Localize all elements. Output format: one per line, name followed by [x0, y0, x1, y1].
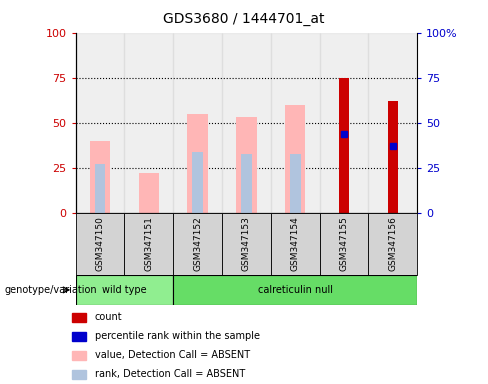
Bar — [187, 114, 208, 213]
Bar — [285, 105, 305, 213]
Text: GDS3680 / 1444701_at: GDS3680 / 1444701_at — [163, 12, 325, 25]
Text: GSM347156: GSM347156 — [388, 217, 397, 271]
Bar — [72, 313, 86, 322]
Text: genotype/variation: genotype/variation — [5, 285, 98, 295]
Bar — [320, 33, 368, 213]
Bar — [173, 275, 417, 305]
Bar — [368, 213, 417, 275]
Text: GSM347150: GSM347150 — [96, 217, 104, 271]
Text: GSM347153: GSM347153 — [242, 217, 251, 271]
Bar — [236, 118, 257, 213]
Bar — [90, 141, 110, 213]
Bar — [76, 213, 124, 275]
Text: value, Detection Call = ABSENT: value, Detection Call = ABSENT — [95, 350, 250, 360]
Text: GSM347154: GSM347154 — [291, 217, 300, 271]
Text: GSM347152: GSM347152 — [193, 217, 202, 271]
Bar — [76, 33, 124, 213]
Bar — [139, 174, 159, 213]
Bar — [222, 33, 271, 213]
Bar — [173, 213, 222, 275]
Bar — [72, 351, 86, 360]
Bar — [290, 154, 301, 213]
Text: wild type: wild type — [102, 285, 147, 295]
Text: GSM347155: GSM347155 — [340, 217, 348, 271]
Bar — [388, 101, 398, 213]
Bar — [95, 164, 105, 213]
Text: calreticulin null: calreticulin null — [258, 285, 333, 295]
Text: percentile rank within the sample: percentile rank within the sample — [95, 331, 260, 341]
Text: GSM347151: GSM347151 — [144, 217, 153, 271]
Text: rank, Detection Call = ABSENT: rank, Detection Call = ABSENT — [95, 369, 245, 379]
Text: count: count — [95, 313, 122, 323]
Bar — [124, 33, 173, 213]
Bar — [124, 213, 173, 275]
Bar — [241, 154, 252, 213]
Bar — [173, 33, 222, 213]
Bar — [339, 78, 349, 213]
Bar — [320, 213, 368, 275]
Bar — [271, 33, 320, 213]
Bar — [72, 332, 86, 341]
Bar — [192, 152, 203, 213]
Bar — [76, 275, 173, 305]
Bar — [72, 370, 86, 379]
Bar — [368, 33, 417, 213]
Bar — [222, 213, 271, 275]
Bar — [271, 213, 320, 275]
